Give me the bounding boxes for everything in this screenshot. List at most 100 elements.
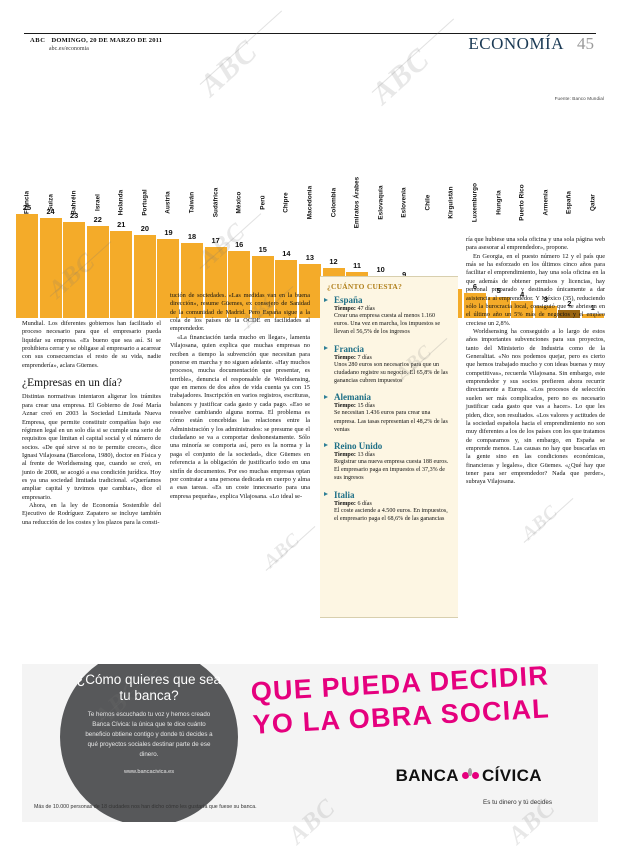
chart-column: Taiwán 18 bbox=[181, 114, 204, 318]
chart-value-label: 9 bbox=[402, 269, 407, 279]
sidebar-time: Tiempo: 13 días bbox=[334, 452, 451, 458]
chart-column: Armenia 3 bbox=[534, 114, 557, 318]
chart-value-label: 3 bbox=[543, 294, 548, 304]
chart-bar bbox=[86, 226, 109, 318]
arrow-icon bbox=[324, 492, 328, 497]
arrow-icon bbox=[324, 443, 328, 448]
chart-column: Hungría 5 bbox=[487, 114, 510, 318]
paragraph: Ahora, en la ley de Economía Sostenible … bbox=[22, 502, 161, 526]
section-title: ECONOMÍA bbox=[468, 34, 564, 53]
sidebar-country-name: España bbox=[334, 295, 363, 305]
sidebar-title: ¿CUÁNTO CUESTA? bbox=[327, 282, 403, 291]
chart-category-label-wrap: Eslovaquia bbox=[370, 114, 392, 219]
chart-category-label-wrap: Luxemburgo bbox=[464, 114, 486, 222]
chart-bar bbox=[133, 234, 156, 318]
ad-url[interactable]: www.bancacivica.es bbox=[123, 769, 175, 776]
sidebar-time: Tiempo: 47 días bbox=[334, 306, 451, 312]
chart-category-label: Chile bbox=[424, 194, 432, 211]
chart-value-label: 13 bbox=[305, 252, 315, 262]
sidebar-detail: Registrar una nueva empresa cuesta 188 e… bbox=[334, 458, 449, 482]
watermark-line bbox=[199, 10, 283, 85]
article-column-1: Mundial. Los diferentes gobiernos han fa… bbox=[22, 320, 161, 527]
chart-category-label: Austria bbox=[164, 191, 172, 214]
chart-category-label-wrap: Sudáfrica bbox=[205, 114, 227, 218]
paragraph: En Georgia, en el puesto número 12 y el … bbox=[466, 252, 605, 327]
chart-category-label: Eslovenia bbox=[400, 187, 408, 218]
banca-civica-logo: BANCA CÍVICA bbox=[396, 766, 542, 786]
logo-text-left: BANCA bbox=[395, 766, 459, 785]
sidebar-country-name: Reino Unido bbox=[334, 440, 383, 451]
masthead-date: DOMINGO, 20 DE MARZO DE 2011 bbox=[51, 37, 163, 44]
watermark: ABC bbox=[517, 501, 563, 545]
sidebar-time: Tiempo: 7 días bbox=[334, 355, 451, 361]
arrow-icon bbox=[324, 297, 328, 302]
chart-category-label-wrap: Israel bbox=[87, 114, 109, 211]
chart-bar bbox=[228, 251, 251, 318]
chart-value-label: 16 bbox=[235, 240, 244, 250]
chart-category-label: Israel bbox=[94, 193, 102, 212]
chart-column: Macedonia 13 bbox=[298, 114, 321, 318]
chart-category-label: Taiwán bbox=[188, 191, 196, 214]
sidebar-detail: Crear una empresa cuesta al menos 1.160 … bbox=[334, 313, 441, 336]
chart-category-label: Chipre bbox=[282, 192, 290, 213]
chart-category-label: Sudáfrica bbox=[212, 187, 220, 218]
chart-bar bbox=[298, 263, 321, 318]
chart-category-label-wrap: España bbox=[558, 114, 580, 214]
chart-value-label: 19 bbox=[164, 227, 173, 237]
chart-value-label: 11 bbox=[353, 261, 361, 271]
sidebar-country-name: Italia bbox=[334, 489, 355, 500]
arrow-icon bbox=[324, 346, 328, 351]
chart-category-label: Colombia bbox=[330, 187, 337, 218]
advertisement[interactable]: ¿Cómo quieres que sea tu banca? Te hemos… bbox=[22, 664, 598, 822]
article-column-4: ría que hubiese una sola oficina y una s… bbox=[466, 236, 605, 487]
chart-column: Israel 22 bbox=[86, 114, 109, 318]
chart-category-label-wrap: Bahréin bbox=[63, 114, 85, 214]
flower-icon bbox=[461, 767, 479, 785]
chart-bar bbox=[511, 301, 534, 318]
chart-column: Sudáfrica 17 bbox=[204, 114, 227, 318]
sidebar-time-label: Tiempo: bbox=[334, 354, 356, 361]
chart-category-label-wrap: Armenia bbox=[535, 114, 557, 216]
chart-column: Chipre 14 bbox=[275, 114, 298, 318]
article-subheading: ¿Empresas en un día? bbox=[22, 377, 122, 390]
chart-category-label: Eslovaquia bbox=[377, 185, 385, 220]
chart-bar bbox=[487, 297, 510, 318]
watermark-line bbox=[523, 497, 574, 543]
chart-category-label: Qatar bbox=[589, 194, 597, 211]
sidebar-detail: Se necesitan 1.436 euros para crear una … bbox=[334, 410, 448, 433]
chart-category-label-wrap: Kirguistán bbox=[440, 114, 462, 218]
ad-footnote: Más de 10.000 personas de 18 ciudades no… bbox=[34, 804, 257, 810]
chart-value-label: 2 bbox=[567, 298, 572, 308]
chart-value-label: 15 bbox=[258, 244, 267, 254]
chart-bar bbox=[63, 222, 86, 318]
chart-value-label: 23 bbox=[70, 211, 79, 221]
sidebar-detail: El coste asciende a 4.500 euros. En impu… bbox=[334, 507, 448, 522]
ad-graffiti: QUE PUEDA DECIDIR YO LA OBRA SOCIAL bbox=[250, 664, 573, 742]
masthead-url[interactable]: abc.es/economia bbox=[49, 45, 89, 52]
chart-category-label-wrap: Chile bbox=[417, 114, 439, 211]
chart-category-label-wrap: Emiratos Árabes bbox=[346, 114, 368, 229]
chart-category-label: Luxemburgo bbox=[471, 182, 479, 223]
sidebar-country-item: Italia Tiempo: 6 días El coste asciende a … bbox=[324, 489, 451, 523]
chart-category-label-wrap: Suiza bbox=[40, 114, 62, 211]
chart-value-label: 21 bbox=[117, 219, 126, 229]
sidebar-items: España Tiempo: 47 días Crear una empresa c… bbox=[320, 295, 458, 523]
sidebar-time-value: 47 días bbox=[357, 306, 375, 312]
chart-category-label-wrap: Puerto Rico bbox=[511, 114, 533, 220]
chart-category-label: Holanda bbox=[117, 189, 125, 216]
chart-category-label-wrap: Holanda bbox=[110, 114, 132, 216]
chart-category-label: México bbox=[235, 191, 243, 214]
chart-category-label: Kirguistán bbox=[447, 186, 455, 219]
chart-value-label: 5 bbox=[496, 286, 501, 296]
cost-sidebar: ¿CUÁNTO CUESTA? España Tiempo: 47 días Cre… bbox=[320, 276, 458, 618]
chart-value-label: 6 bbox=[472, 282, 478, 292]
sidebar-country-item: España Tiempo: 47 días Crear una empresa c… bbox=[324, 295, 451, 337]
watermark: ABC bbox=[259, 529, 305, 573]
sidebar-country-name: Alemania bbox=[334, 392, 371, 403]
logo-text-right: CÍVICA bbox=[481, 766, 542, 785]
sidebar-country-item: Alemania Tiempo: 15 días Se necesitan 1.43… bbox=[324, 392, 451, 434]
paragraph: Mundial. Los diferentes gobiernos han fa… bbox=[22, 320, 161, 369]
chart-category-label: España bbox=[565, 191, 573, 214]
chart-column: España 2 bbox=[558, 114, 581, 318]
